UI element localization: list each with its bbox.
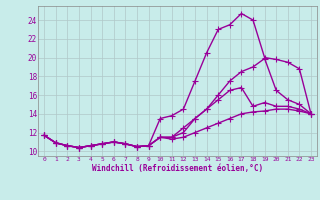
X-axis label: Windchill (Refroidissement éolien,°C): Windchill (Refroidissement éolien,°C) xyxy=(92,164,263,173)
